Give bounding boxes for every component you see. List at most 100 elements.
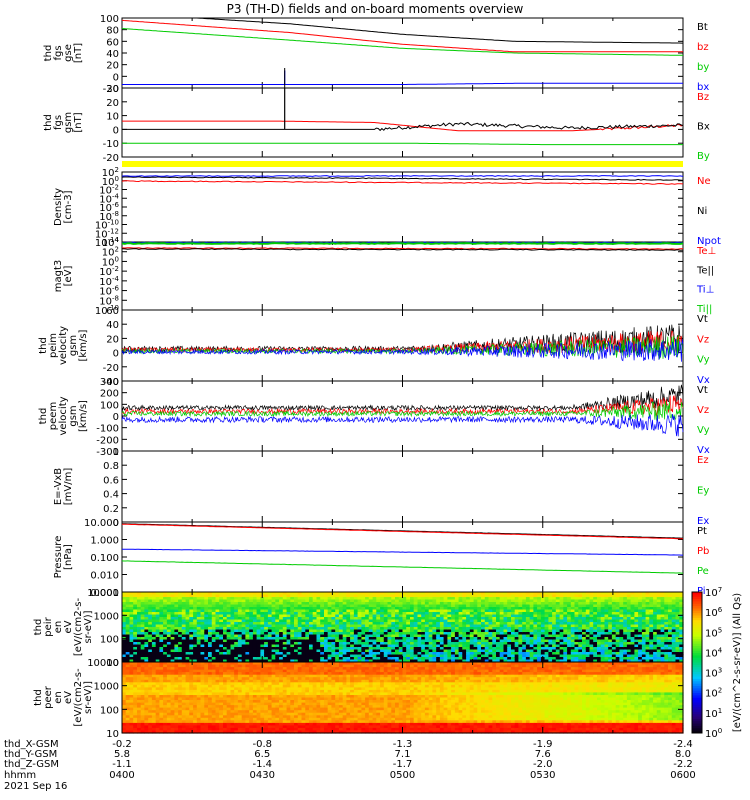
spectrogram-cell: [443, 627, 448, 631]
spectrogram-cell: [380, 647, 385, 651]
spectrogram-cell: [211, 647, 217, 651]
spectrogram-cell: [219, 629, 224, 633]
spectrogram-cell: [159, 649, 164, 653]
spectrogram-cell: [488, 649, 493, 653]
spectrogram-cell: [223, 632, 228, 636]
spectrogram-cell: [122, 634, 127, 638]
spectrogram-cell: [447, 617, 452, 621]
spectrogram-cell: [137, 679, 142, 683]
spectrogram-cell: [585, 612, 591, 616]
spectrogram-cell: [424, 592, 430, 596]
spectrogram-cell: [275, 614, 280, 618]
spectrogram-cell: [582, 632, 587, 636]
spectrogram-cell: [144, 597, 149, 601]
spectrogram-cell: [529, 604, 534, 608]
spectrogram-cell: [144, 677, 149, 681]
y-axis-label: [eV]: [63, 266, 74, 287]
spectrogram-cell: [424, 602, 430, 606]
spectrogram-cell: [226, 599, 231, 603]
spectrogram-cell: [593, 632, 598, 636]
spectrogram-cell: [215, 637, 220, 641]
spectrogram-cell: [151, 622, 157, 626]
spectrogram-cell: [473, 622, 478, 626]
spectrogram-cell: [125, 712, 130, 716]
spectrogram-cell: [443, 624, 448, 628]
spectrogram-cell: [555, 649, 561, 653]
spectrogram-cell: [593, 624, 598, 628]
spectrogram-cell: [219, 619, 224, 623]
spectrogram-cell: [630, 617, 635, 621]
spectrogram-cell: [574, 624, 579, 628]
spectrogram-cell: [140, 639, 145, 643]
spectrogram-cell: [155, 679, 160, 683]
spectrogram-cell: [406, 604, 411, 608]
spectrogram-cell: [492, 624, 497, 628]
spectrogram-cell: [294, 627, 299, 631]
spectrogram-cell: [159, 662, 164, 666]
spectrogram-cell: [316, 614, 321, 618]
spectrogram-cell: [122, 730, 127, 734]
spectrogram-cell: [630, 622, 635, 626]
spectrogram-cell: [391, 592, 396, 596]
spectrogram-cell: [125, 730, 130, 734]
spectrogram-cell: [249, 624, 254, 628]
spectrogram-cell: [443, 599, 448, 603]
spectrogram-cell: [410, 629, 415, 633]
spectrogram-cell: [200, 609, 205, 613]
spectrogram-cell: [241, 649, 246, 653]
spectrogram-cell: [178, 612, 183, 616]
spectrogram-cell: [619, 597, 624, 601]
spectrogram-cell: [421, 637, 426, 641]
spectrogram-cell: [518, 602, 523, 606]
spectrogram-cell: [638, 602, 643, 606]
spectrogram-cell: [148, 622, 153, 626]
y-tick-label: 100: [100, 400, 119, 411]
spectrogram-cell: [151, 607, 157, 611]
spectrogram-cell: [604, 654, 609, 658]
spectrogram-cell: [267, 592, 273, 596]
spectrogram-cell: [342, 612, 347, 616]
spectrogram-cell: [439, 624, 445, 628]
spectrogram-cell: [473, 634, 478, 638]
spectrogram-cell: [395, 657, 400, 661]
spectrogram-cell: [660, 614, 665, 618]
spectrogram-cell: [503, 599, 508, 603]
spectrogram-cell: [679, 619, 684, 623]
spectrogram-cell: [294, 619, 299, 623]
spectrogram-cell: [634, 659, 639, 663]
spectrogram-cell: [133, 715, 138, 719]
spectrogram-cell: [260, 609, 265, 613]
spectrogram-cell: [200, 637, 205, 641]
spectrogram-cell: [593, 634, 598, 638]
spectrogram-cell: [649, 657, 654, 661]
spectrogram-cell: [252, 657, 258, 661]
spectrogram-cell: [185, 617, 190, 621]
spectrogram-cell: [608, 622, 613, 626]
spectrogram-cell: [630, 627, 635, 631]
spectrogram-cell: [140, 710, 145, 714]
legend-Ti||: Ti||: [696, 304, 712, 315]
spectrogram-cell: [372, 619, 377, 623]
spectrogram-cell: [503, 629, 508, 633]
spectrogram-cell: [668, 612, 673, 616]
spectrogram-cell: [122, 639, 127, 643]
spectrogram-cell: [155, 684, 160, 688]
spectrogram-cell: [383, 627, 389, 631]
spectrogram-cell: [230, 634, 235, 638]
spectrogram-cell: [552, 619, 557, 623]
spectrogram-cell: [361, 642, 366, 646]
y-axis-label: [eV/(cm2-s-: [73, 598, 84, 657]
spectrogram-cell: [137, 705, 142, 709]
spectrogram-cell: [641, 614, 647, 618]
spectrogram-cell: [492, 602, 497, 606]
spectrogram-cell: [402, 594, 407, 598]
spectrogram-cell: [641, 644, 647, 648]
spectrogram-cell: [664, 604, 669, 608]
spectrogram-cell: [600, 612, 605, 616]
spectrogram-cell: [181, 654, 187, 658]
spectrogram-cell: [548, 619, 553, 623]
spectrogram-cell: [271, 647, 276, 651]
spectrogram-cell: [395, 644, 400, 648]
spectrogram-cell: [507, 652, 512, 656]
spectrogram-cell: [525, 644, 531, 648]
